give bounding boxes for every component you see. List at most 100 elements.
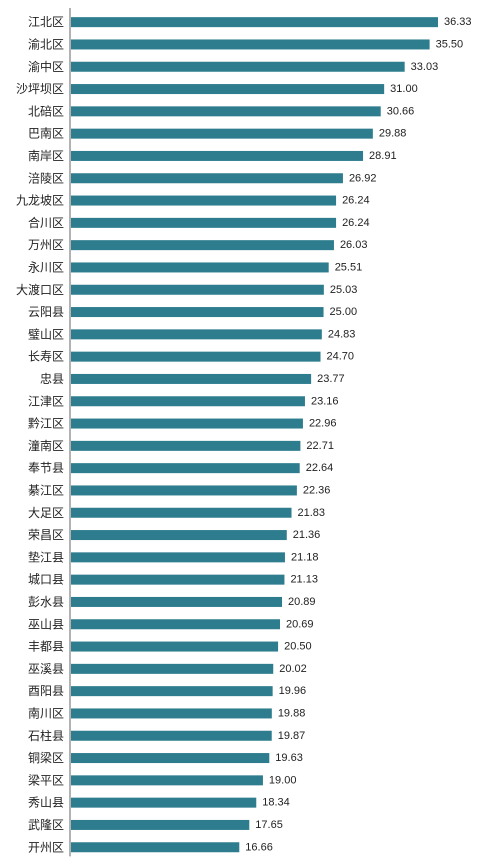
category-label: 南川区 [28,705,64,720]
category-label: 城口县 [28,573,64,587]
category-label: 忠县 [40,372,64,386]
value-label: 21.36 [293,529,321,541]
value-label: 21.83 [298,507,326,519]
bar [71,61,405,72]
bar [71,842,240,853]
category-label: 江津区 [28,394,64,408]
bar [71,418,303,429]
value-label: 24.83 [328,328,356,340]
category-label: 黔江区 [28,416,64,431]
bar [71,307,324,318]
category-label: 武隆区 [28,817,64,832]
category-label: 铜梁区 [28,750,64,765]
bar [71,574,285,585]
category-label: 巫山县 [28,617,64,631]
value-label: 22.96 [309,418,337,430]
value-label: 23.77 [317,373,345,385]
category-label: 大足区 [28,506,64,520]
value-label: 25.00 [330,306,358,318]
bar [71,373,312,384]
value-label: 31.00 [390,83,418,95]
value-label: 22.36 [303,484,331,496]
category-label: 沙坪坝区 [16,82,64,96]
bar [71,596,283,607]
value-label: 16.66 [245,841,273,853]
bar [71,663,274,674]
bar [71,552,285,563]
category-label: 璧山区 [28,326,64,341]
value-label: 17.65 [255,819,283,831]
bar [71,106,381,117]
bar [71,284,324,295]
category-label: 彭水县 [28,595,64,609]
bar [71,150,364,161]
value-label: 18.34 [262,797,290,809]
category-label: 丰都县 [28,640,64,654]
value-label: 19.88 [278,707,306,719]
category-label: 九龙坡区 [16,194,64,208]
category-label: 大渡口区 [16,282,64,297]
value-label: 21.13 [290,574,318,586]
category-label: 酉阳县 [28,684,64,698]
bar [71,775,263,786]
bar [71,708,272,719]
value-label: 26.24 [342,195,370,207]
bar [71,396,305,407]
category-label: 南岸区 [28,148,64,163]
value-label: 24.70 [327,351,355,363]
bar [71,240,334,251]
category-label: 江北区 [28,15,64,29]
category-label: 长寿区 [28,350,64,364]
bar [71,84,385,95]
value-label: 25.51 [335,261,363,273]
category-label: 巴南区 [28,126,64,141]
value-label: 20.02 [279,663,307,675]
category-label: 合川区 [28,215,64,230]
value-label: 26.24 [342,217,370,229]
category-label: 秀山县 [28,796,64,810]
value-label: 19.96 [279,685,307,697]
bar [71,195,337,206]
value-label: 28.91 [369,150,397,162]
bar [71,485,297,496]
bar [71,128,373,139]
category-label: 巫溪县 [28,662,64,676]
category-label: 潼南区 [28,438,64,453]
value-label: 19.00 [269,774,297,786]
category-label: 石柱县 [28,728,64,743]
category-label: 开州区 [28,840,64,854]
value-label: 22.71 [306,440,334,452]
bars-group [71,17,438,853]
bar [71,797,257,808]
category-label: 綦江区 [28,483,64,497]
value-label: 20.50 [284,641,312,653]
bar [71,217,337,228]
category-label: 涪陵区 [28,170,64,185]
value-label: 20.69 [286,618,314,630]
value-label: 20.89 [288,596,316,608]
bar [71,440,301,451]
bar [71,173,343,184]
category-label: 渝北区 [28,36,64,51]
bar [71,530,287,541]
value-label: 26.92 [349,172,377,184]
bar [71,329,322,340]
value-label: 26.03 [340,239,368,251]
bar [71,262,329,273]
value-label: 19.63 [275,752,303,764]
bar [71,753,270,764]
category-label: 奉节县 [28,461,64,475]
bar [71,507,292,518]
bar [71,686,273,697]
category-label: 云阳县 [28,305,64,319]
value-label: 22.64 [306,462,334,474]
bar [71,730,272,741]
bar [71,819,250,830]
value-label: 35.50 [436,38,464,50]
category-label: 万州区 [28,238,64,252]
value-label: 36.33 [444,16,472,28]
category-label: 垫江县 [28,549,64,564]
value-label: 29.88 [379,128,407,140]
category-label: 北碚区 [28,103,64,118]
